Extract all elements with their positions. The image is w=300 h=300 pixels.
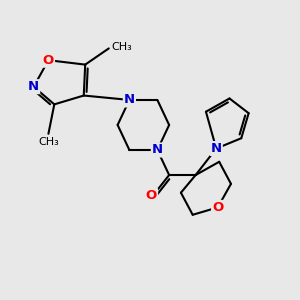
Text: N: N <box>211 142 222 155</box>
Text: N: N <box>28 80 39 93</box>
Text: N: N <box>124 93 135 106</box>
Text: CH₃: CH₃ <box>38 137 59 147</box>
Text: O: O <box>146 189 157 202</box>
Text: O: O <box>212 201 223 214</box>
Text: N: N <box>152 143 163 157</box>
Text: O: O <box>43 54 54 67</box>
Text: CH₃: CH₃ <box>111 42 132 52</box>
